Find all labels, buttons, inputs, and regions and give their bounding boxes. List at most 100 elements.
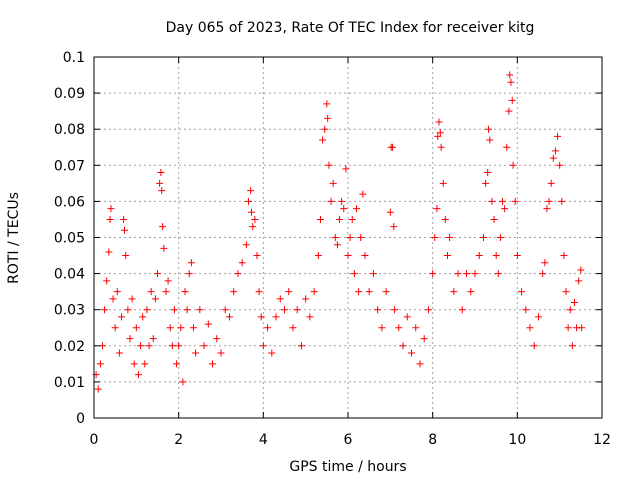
data-point xyxy=(103,277,111,285)
data-point xyxy=(535,313,542,321)
data-point xyxy=(204,320,212,328)
data-point xyxy=(346,234,354,241)
data-point xyxy=(549,154,557,162)
data-point xyxy=(217,349,225,357)
data-point xyxy=(399,342,407,350)
data-point xyxy=(124,306,132,314)
data-point xyxy=(577,266,585,274)
data-point xyxy=(482,179,490,187)
data-point xyxy=(490,215,498,223)
data-point xyxy=(390,223,398,231)
x-axis-label: GPS time / hours xyxy=(289,459,406,475)
x-tick-label: 12 xyxy=(593,432,611,448)
data-point xyxy=(365,288,373,296)
y-tick-label: 0.09 xyxy=(54,86,85,102)
data-point xyxy=(234,270,242,278)
x-tick-label: 8 xyxy=(428,432,437,448)
data-point xyxy=(522,306,530,314)
data-point xyxy=(268,349,276,357)
data-point xyxy=(272,313,280,321)
data-point xyxy=(441,215,449,223)
data-point xyxy=(94,385,102,393)
data-point xyxy=(357,234,365,241)
data-point xyxy=(526,324,534,332)
x-tick-label: 2 xyxy=(174,432,183,448)
data-point xyxy=(507,78,515,86)
data-point xyxy=(342,165,350,173)
y-axis-label: ROTI / TECUs xyxy=(6,192,22,284)
data-point xyxy=(539,270,547,278)
data-point xyxy=(467,288,475,296)
data-point xyxy=(177,324,185,332)
data-point xyxy=(513,252,521,260)
data-point xyxy=(378,324,386,332)
data-point xyxy=(386,208,394,216)
data-point xyxy=(200,342,208,350)
data-point xyxy=(324,114,332,122)
data-point xyxy=(255,288,263,296)
y-tick-label: 0.07 xyxy=(54,158,85,174)
data-point xyxy=(257,313,265,321)
data-point xyxy=(429,270,437,278)
data-point xyxy=(156,179,164,187)
data-point xyxy=(143,306,151,314)
y-tick-label: 0.08 xyxy=(54,122,85,138)
y-tick-label: 0.06 xyxy=(54,194,85,210)
data-point xyxy=(492,252,500,260)
data-point xyxy=(562,288,570,296)
data-point xyxy=(105,248,113,256)
data-point xyxy=(530,342,538,350)
data-point xyxy=(554,132,562,140)
data-point xyxy=(111,324,119,332)
data-point xyxy=(181,288,189,296)
x-axis: 0 2 4 6 8 10 12 xyxy=(90,57,611,448)
y-axis: 0 0.01 0.02 0.03 0.04 0.05 0.06 0.07 0.08 0.09 0.1 xyxy=(54,50,602,427)
y-tick-label: 0.02 xyxy=(54,339,85,355)
data-point xyxy=(352,205,360,213)
data-point xyxy=(264,324,272,332)
data-point xyxy=(247,208,255,216)
y-tick-label: 0 xyxy=(76,411,85,427)
x-tick-label: 4 xyxy=(259,432,268,448)
data-point xyxy=(96,360,104,368)
data-point xyxy=(128,295,136,303)
data-point xyxy=(225,313,233,321)
data-point xyxy=(162,288,170,296)
data-point xyxy=(348,215,356,223)
data-point xyxy=(543,205,551,213)
data-point xyxy=(443,252,451,260)
data-point xyxy=(109,295,117,303)
data-point xyxy=(325,161,333,169)
data-point xyxy=(458,306,466,314)
data-point xyxy=(566,306,574,314)
data-point xyxy=(302,295,310,303)
data-point xyxy=(101,306,109,314)
data-point xyxy=(450,288,458,296)
data-point xyxy=(306,313,314,321)
data-point xyxy=(568,342,576,350)
x-tick-label: 0 xyxy=(90,432,99,448)
y-tick-label: 0.03 xyxy=(54,303,85,319)
x-tick-label: 10 xyxy=(508,432,526,448)
data-point xyxy=(209,360,217,368)
data-point xyxy=(276,295,284,303)
data-point xyxy=(139,313,147,321)
data-point xyxy=(412,324,420,332)
data-point xyxy=(314,252,322,260)
data-point xyxy=(505,107,513,115)
data-point xyxy=(403,313,411,321)
data-points xyxy=(92,71,586,393)
data-point xyxy=(486,136,494,144)
data-point xyxy=(166,324,174,332)
data-point xyxy=(439,179,447,187)
data-point xyxy=(242,241,250,249)
data-point xyxy=(359,190,367,198)
data-point xyxy=(501,205,509,213)
data-point xyxy=(355,288,363,296)
y-tick-label: 0.1 xyxy=(63,50,85,66)
data-point xyxy=(245,197,253,205)
data-point xyxy=(333,241,341,249)
data-point xyxy=(170,306,178,314)
data-point xyxy=(238,259,246,267)
